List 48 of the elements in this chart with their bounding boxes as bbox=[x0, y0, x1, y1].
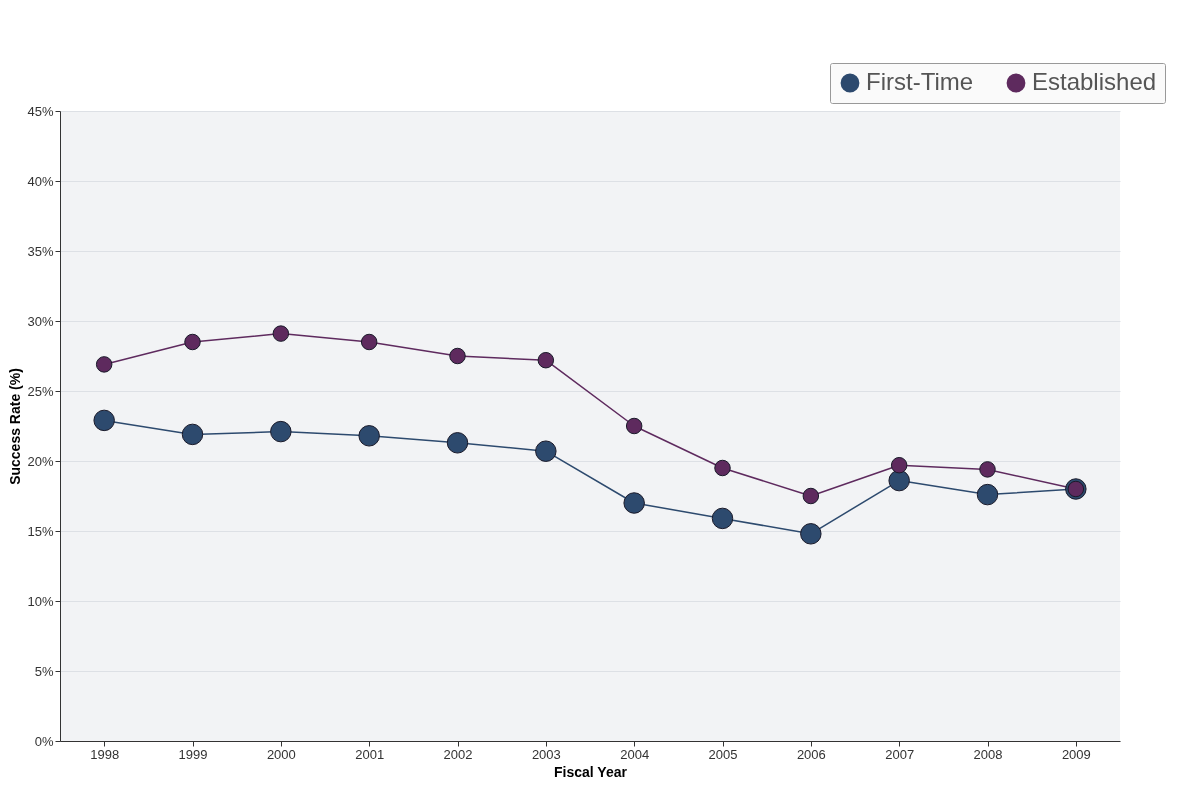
legend-label: First-Time bbox=[866, 68, 974, 95]
legend-label: Established bbox=[1032, 68, 1157, 95]
point bbox=[535, 440, 557, 462]
x-tick-label: 2002 bbox=[443, 746, 473, 762]
y-tick-label: 45% bbox=[27, 103, 54, 119]
point bbox=[95, 356, 113, 373]
point bbox=[800, 523, 822, 545]
point bbox=[623, 492, 645, 514]
point bbox=[890, 456, 908, 474]
point bbox=[360, 333, 378, 351]
point bbox=[270, 420, 292, 443]
point bbox=[711, 507, 734, 530]
point bbox=[446, 432, 469, 454]
x-tick-label: 1999 bbox=[178, 746, 208, 762]
point bbox=[537, 351, 555, 369]
y-tick-label: 40% bbox=[27, 173, 54, 189]
y-tick-label: 0% bbox=[34, 733, 54, 749]
point bbox=[714, 459, 731, 477]
y-tick-label: 30% bbox=[27, 313, 54, 329]
y-tick-label: 20% bbox=[27, 453, 54, 469]
x-tick-label: 1998 bbox=[90, 746, 120, 762]
point bbox=[272, 325, 290, 342]
point bbox=[625, 417, 643, 435]
point bbox=[358, 425, 380, 447]
point bbox=[976, 483, 999, 506]
y-axis-title: Success Rate (%) bbox=[7, 368, 24, 485]
y-tick-label: 5% bbox=[34, 663, 54, 679]
x-tick-label: 2005 bbox=[708, 746, 738, 762]
x-tick-label: 2003 bbox=[531, 746, 561, 762]
x-tick-label: 2001 bbox=[355, 746, 385, 762]
point bbox=[802, 487, 820, 505]
x-tick-label: 2008 bbox=[973, 746, 1003, 762]
point bbox=[449, 347, 466, 365]
point bbox=[184, 333, 201, 351]
x-tick-label: 2009 bbox=[1061, 746, 1091, 762]
y-tick-label: 25% bbox=[27, 383, 54, 399]
y-tick-label: 35% bbox=[27, 243, 54, 259]
y-tick-label: 10% bbox=[27, 593, 54, 609]
point bbox=[888, 469, 910, 492]
x-tick-label: 2006 bbox=[796, 746, 826, 762]
point bbox=[93, 409, 115, 432]
x-tick-label: 2004 bbox=[620, 746, 650, 762]
x-axis-title: Fiscal Year bbox=[554, 763, 628, 780]
y-tick-label: 15% bbox=[27, 523, 54, 539]
point bbox=[181, 423, 204, 446]
point bbox=[979, 461, 996, 478]
x-tick-label: 2007 bbox=[885, 746, 915, 762]
x-tick-label: 2000 bbox=[266, 746, 296, 762]
